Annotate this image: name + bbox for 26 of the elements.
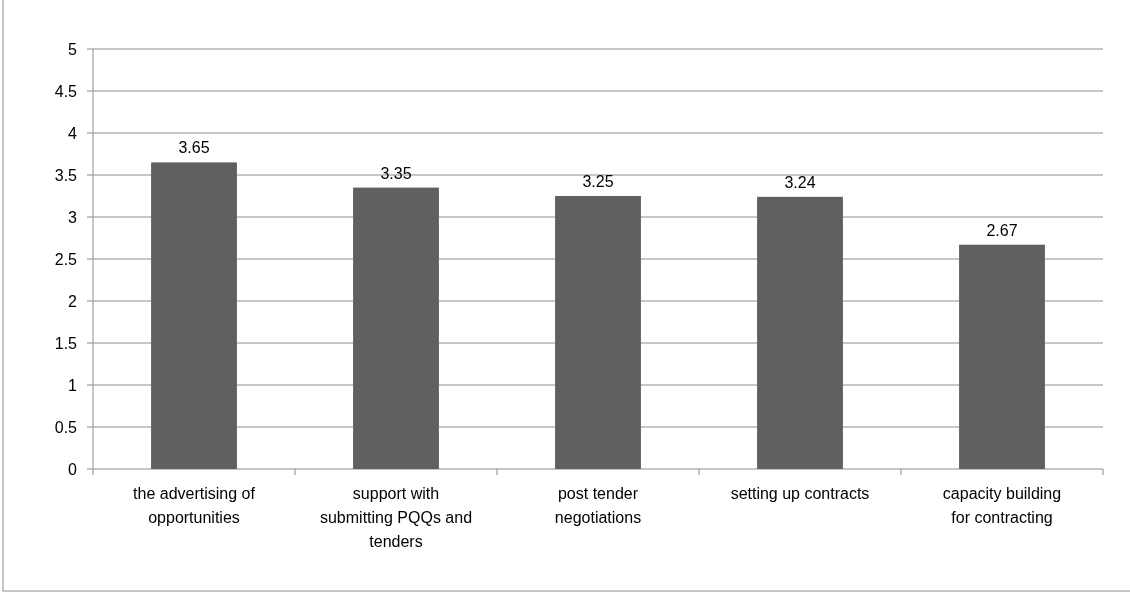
y-tick-label: 3.5	[54, 166, 78, 184]
x-tick-label: the advertising of opportunities	[133, 485, 256, 526]
x-tick-label: support with submitting PQQs and tenders	[319, 485, 473, 550]
x-tick-label: setting up contracts	[730, 485, 870, 502]
y-tick-label: 3	[68, 208, 78, 226]
data-label: 3.35	[380, 164, 412, 182]
y-tick-label: 2.5	[54, 250, 78, 268]
y-tick-label: 0	[68, 460, 78, 478]
y-tick-label: 1	[68, 376, 78, 394]
x-tick-label: capacity building for contracting	[942, 485, 1062, 526]
bar	[353, 187, 439, 469]
y-tick-label: 5	[68, 40, 78, 58]
x-tick-label: post tender negotiations	[554, 485, 642, 526]
y-tick-label: 0.5	[54, 418, 78, 436]
data-label: 3.25	[582, 173, 614, 190]
data-label: 2.67	[986, 221, 1018, 239]
data-label: 3.24	[784, 173, 816, 191]
bar	[555, 196, 641, 469]
y-tick-label: 1.5	[54, 334, 78, 352]
y-tick-label: 4	[68, 124, 78, 142]
y-tick-label: 2	[68, 292, 78, 310]
bar	[959, 244, 1045, 469]
bar	[151, 162, 237, 469]
data-label: 3.65	[178, 139, 210, 157]
y-tick-label: 4.5	[54, 82, 78, 100]
bar	[757, 196, 843, 469]
